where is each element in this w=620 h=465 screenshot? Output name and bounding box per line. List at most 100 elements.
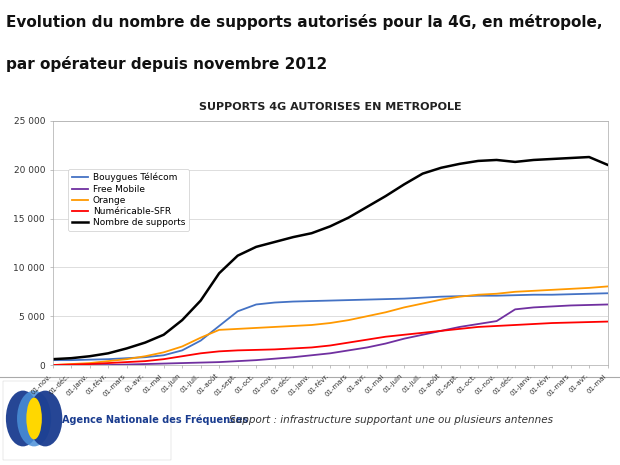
- Bouygues Télécom: [512, 292, 519, 298]
- Free Mobile: [474, 321, 482, 327]
- Orange: [345, 317, 352, 323]
- Numéricable-SFR: [401, 332, 408, 338]
- Numéricable-SFR: [290, 345, 297, 351]
- Free Mobile: [530, 305, 538, 310]
- Nombre de supports: [234, 253, 241, 259]
- Free Mobile: [382, 341, 389, 346]
- Free Mobile: [549, 304, 556, 309]
- Bouygues Télécom: [216, 323, 223, 329]
- Orange: [49, 362, 56, 368]
- Bouygues Télécom: [382, 296, 389, 302]
- Bouygues Télécom: [438, 294, 445, 299]
- Nombre de supports: [179, 317, 186, 323]
- Free Mobile: [419, 332, 427, 338]
- Legend: Bouygues Télécom, Free Mobile, Orange, Numéricable-SFR, Nombre de supports: Bouygues Télécom, Free Mobile, Orange, N…: [68, 169, 188, 231]
- Free Mobile: [197, 360, 205, 365]
- Nombre de supports: [49, 356, 56, 362]
- Orange: [530, 288, 538, 293]
- Bouygues Télécom: [549, 292, 556, 298]
- Bouygues Télécom: [49, 357, 56, 363]
- Nombre de supports: [401, 181, 408, 187]
- Free Mobile: [234, 359, 241, 364]
- Orange: [604, 284, 611, 289]
- Free Mobile: [68, 362, 75, 368]
- Bouygues Télécom: [290, 299, 297, 305]
- Free Mobile: [326, 351, 334, 356]
- Numéricable-SFR: [363, 337, 371, 342]
- Numéricable-SFR: [86, 361, 94, 367]
- Bouygues Télécom: [493, 293, 500, 299]
- Numéricable-SFR: [216, 349, 223, 354]
- Bouygues Télécom: [271, 300, 278, 306]
- Nombre de supports: [308, 231, 316, 236]
- Orange: [68, 361, 75, 367]
- Numéricable-SFR: [549, 320, 556, 326]
- Numéricable-SFR: [585, 319, 593, 325]
- Line: Orange: Orange: [53, 286, 608, 365]
- Free Mobile: [493, 318, 500, 324]
- Orange: [382, 310, 389, 315]
- Orange: [456, 294, 463, 299]
- Nombre de supports: [216, 271, 223, 276]
- Nombre de supports: [271, 239, 278, 245]
- Free Mobile: [585, 302, 593, 308]
- Numéricable-SFR: [512, 322, 519, 328]
- Nombre de supports: [438, 165, 445, 171]
- Bouygues Télécom: [308, 298, 316, 304]
- Orange: [234, 326, 241, 332]
- Numéricable-SFR: [382, 334, 389, 339]
- Bouygues Télécom: [160, 352, 167, 358]
- Numéricable-SFR: [49, 362, 56, 368]
- Bouygues Télécom: [604, 291, 611, 296]
- Nombre de supports: [382, 193, 389, 199]
- Numéricable-SFR: [179, 353, 186, 359]
- Orange: [271, 324, 278, 330]
- Numéricable-SFR: [456, 326, 463, 332]
- Orange: [512, 289, 519, 295]
- Orange: [308, 322, 316, 328]
- Orange: [438, 297, 445, 302]
- Numéricable-SFR: [68, 362, 75, 367]
- Numéricable-SFR: [419, 330, 427, 336]
- Bouygues Télécom: [68, 357, 75, 363]
- Text: Evolution du nombre de supports autorisés pour la 4G, en métropole,: Evolution du nombre de supports autorisé…: [6, 14, 603, 30]
- Orange: [549, 287, 556, 292]
- Text: Agence Nationale des Fréquences: Agence Nationale des Fréquences: [62, 415, 248, 425]
- Orange: [474, 292, 482, 298]
- Nombre de supports: [141, 340, 149, 345]
- Orange: [86, 360, 94, 366]
- Orange: [493, 291, 500, 297]
- Nombre de supports: [86, 353, 94, 359]
- Numéricable-SFR: [252, 347, 260, 352]
- Nombre de supports: [326, 224, 334, 229]
- Orange: [401, 305, 408, 310]
- Orange: [363, 313, 371, 319]
- Numéricable-SFR: [234, 348, 241, 353]
- Nombre de supports: [160, 332, 167, 338]
- Numéricable-SFR: [308, 345, 316, 350]
- Free Mobile: [604, 302, 611, 307]
- Free Mobile: [345, 348, 352, 353]
- Free Mobile: [363, 345, 371, 350]
- Bouygues Télécom: [252, 302, 260, 307]
- Orange: [141, 353, 149, 359]
- Nombre de supports: [104, 351, 112, 356]
- Free Mobile: [123, 362, 130, 367]
- Bouygues Télécom: [141, 354, 149, 360]
- Free Mobile: [512, 306, 519, 312]
- Orange: [252, 325, 260, 331]
- Orange: [197, 335, 205, 340]
- Free Mobile: [252, 357, 260, 363]
- Numéricable-SFR: [493, 323, 500, 329]
- Nombre de supports: [456, 161, 463, 166]
- Free Mobile: [438, 328, 445, 334]
- Orange: [179, 344, 186, 349]
- Orange: [104, 359, 112, 364]
- Free Mobile: [141, 361, 149, 367]
- Bouygues Télécom: [567, 292, 574, 297]
- Nombre de supports: [290, 234, 297, 240]
- Free Mobile: [179, 360, 186, 366]
- Bouygues Télécom: [456, 293, 463, 299]
- Free Mobile: [401, 336, 408, 341]
- Orange: [123, 356, 130, 362]
